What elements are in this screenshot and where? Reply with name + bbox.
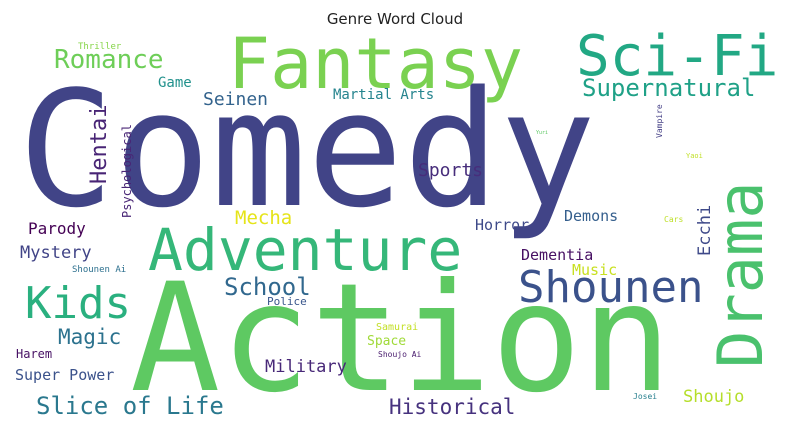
chart-title: Genre Word Cloud [327, 10, 463, 28]
word-mystery: Mystery [20, 243, 92, 263]
word-hentai: Hentai [87, 105, 112, 184]
word-demons: Demons [564, 207, 618, 225]
word-yaoi: Yaoi [686, 152, 703, 160]
word-romance: Romance [54, 45, 164, 75]
word-military: Military [265, 357, 347, 377]
word-shounen: Shounen [518, 262, 703, 313]
word-vampire: Vampire [655, 104, 664, 138]
word-historical: Historical [389, 395, 515, 419]
word-thriller: Thriller [78, 42, 122, 52]
word-comedy: Comedy [18, 56, 596, 243]
word-samurai: Samurai [376, 322, 418, 333]
word-mecha: Mecha [235, 207, 292, 229]
word-magic: Magic [58, 325, 121, 349]
word-dementia: Dementia [521, 246, 593, 264]
word-drama: Drama [704, 181, 777, 368]
word-shoujo: Shoujo [683, 387, 744, 407]
word-cars: Cars [664, 215, 683, 224]
word-cloud-words: ComedyActionFantasyAdventureSci-FiDramaS… [15, 23, 778, 426]
word-shoujo-ai: Shoujo Ai [378, 350, 422, 359]
word-yuri: Yuri [536, 130, 548, 136]
word-martial-arts: Martial Arts [333, 87, 434, 103]
word-kids: Kids [25, 278, 131, 329]
word-fantasy: Fantasy [228, 23, 523, 105]
word-game: Game [158, 75, 192, 91]
word-music: Music [572, 261, 617, 279]
word-slice-of-life: Slice of Life [36, 392, 224, 420]
word-parody: Parody [28, 219, 86, 238]
word-supernatural: Supernatural [582, 74, 755, 102]
word-sports: Sports [418, 160, 483, 181]
word-police: Police [267, 295, 307, 308]
word-school: School [224, 273, 311, 301]
word-seinen: Seinen [203, 89, 268, 110]
word-super-power: Super Power [15, 366, 114, 384]
word-psychological: Psychological [120, 124, 134, 218]
word-harem: Harem [16, 347, 52, 361]
word-ecchi: Ecchi [695, 205, 715, 256]
word-josei: Josei [633, 392, 657, 401]
word-shounen-ai: Shounen Ai [72, 265, 126, 275]
word-sci-fi: Sci-Fi [576, 24, 778, 89]
word-horror: Horror [475, 216, 529, 234]
word-action: Action [130, 252, 672, 426]
word-adventure: Adventure [148, 216, 462, 284]
word-space: Space [367, 334, 406, 349]
